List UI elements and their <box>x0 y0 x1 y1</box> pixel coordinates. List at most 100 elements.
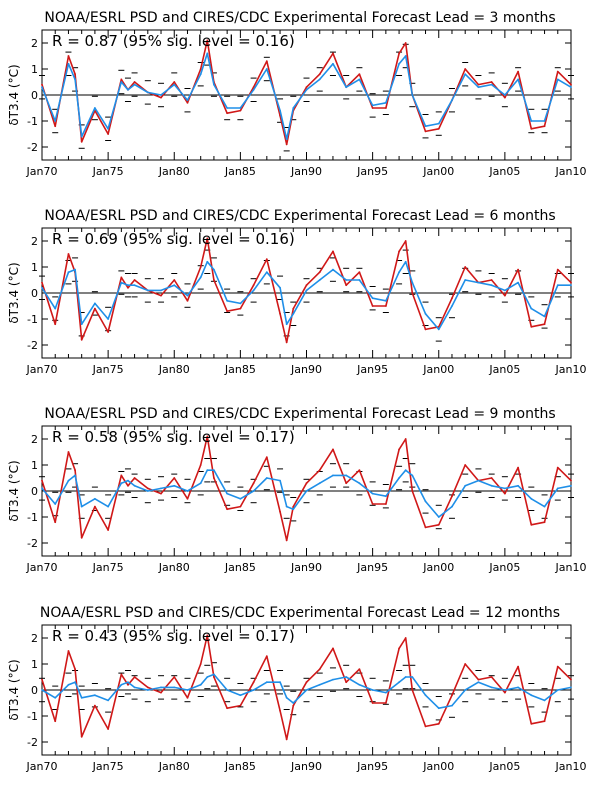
forecast-point <box>384 495 387 498</box>
observed-point <box>305 86 308 89</box>
forecast-point <box>120 683 123 686</box>
forecast-point <box>173 686 176 689</box>
forecast-point <box>54 120 57 122</box>
observed-point <box>398 52 400 55</box>
observed-point <box>199 266 202 268</box>
observed-point <box>345 482 348 485</box>
observed-point <box>199 663 202 665</box>
observed-point <box>384 107 387 109</box>
observed-point <box>133 279 136 281</box>
observed-point <box>265 655 268 658</box>
forecast-point <box>279 286 281 289</box>
observed-point <box>490 676 493 678</box>
forecast-point <box>94 497 96 500</box>
observed-point <box>206 435 209 438</box>
x-tick-label: Jan95 <box>356 760 388 773</box>
forecast-point <box>133 484 136 487</box>
observed-point <box>371 305 374 307</box>
forecast-point <box>226 689 229 691</box>
observed-point <box>186 299 189 302</box>
forecast-point <box>285 505 288 508</box>
x-tick-label: Jan95 <box>356 363 388 376</box>
forecast-point <box>173 83 176 86</box>
forecast-point <box>186 490 189 492</box>
x-tick-label: Jan80 <box>158 165 190 178</box>
forecast-point <box>80 696 83 699</box>
observed-point <box>318 271 321 274</box>
observed-point <box>54 323 57 326</box>
x-tick-label: Jan05 <box>488 561 520 574</box>
observed-point <box>384 702 387 704</box>
forecast-point <box>67 271 70 274</box>
observed-point <box>199 464 202 466</box>
x-tick-label: Jan90 <box>290 760 322 773</box>
observed-point <box>226 707 229 710</box>
x-tick-label: Jan80 <box>158 561 190 574</box>
forecast-point <box>127 88 129 91</box>
forecast-point <box>411 474 414 477</box>
forecast-point <box>160 289 162 292</box>
forecast-point <box>107 318 110 320</box>
forecast-point <box>239 107 242 109</box>
y-tick-label: -1 <box>27 115 38 128</box>
y-tick-label: 0 <box>31 684 38 697</box>
observed-point <box>424 526 427 529</box>
forecast-point <box>146 490 149 492</box>
observed-point <box>517 466 519 469</box>
observed-point <box>358 271 361 274</box>
y-tick-label: -2 <box>27 141 38 154</box>
observed-series-line <box>41 39 572 146</box>
observed-point <box>120 276 123 279</box>
observed-point <box>556 268 559 271</box>
observed-point <box>74 469 76 472</box>
forecast-point <box>133 686 136 689</box>
observed-point <box>345 284 348 287</box>
observed-point <box>80 735 83 738</box>
observed-point <box>517 268 519 271</box>
x-tick-label: Jan00 <box>422 363 454 376</box>
chart-title: NOAA/ESRL PSD and CIRES/CDC Experimental… <box>44 208 556 224</box>
forecast-point <box>173 284 176 287</box>
correlation-stat: R = 0.43 (95% sig. level = 0.17) <box>52 627 295 645</box>
forecast-point <box>54 696 57 699</box>
forecast-point <box>424 694 427 697</box>
observed-point <box>265 258 268 261</box>
forecast-point <box>371 689 374 691</box>
x-tick-label: Jan10 <box>555 760 587 773</box>
observed-point <box>437 127 440 130</box>
y-tick-label: 2 <box>31 433 38 446</box>
x-tick-label: Jan70 <box>26 165 58 178</box>
forecast-point <box>411 676 414 678</box>
forecast-point <box>570 686 572 689</box>
forecast-point <box>332 474 334 477</box>
forecast-point <box>186 689 189 691</box>
observed-point <box>371 107 374 109</box>
x-tick-label: Jan85 <box>224 760 256 773</box>
y-tick-label: 1 <box>31 658 38 671</box>
forecast-point <box>556 487 559 490</box>
observed-point <box>358 73 361 76</box>
forecast-point <box>285 138 288 141</box>
forecast-point <box>384 691 387 694</box>
observed-point <box>464 663 467 665</box>
forecast-point <box>503 289 506 292</box>
observed-series-line <box>41 237 572 344</box>
forecast-point <box>530 497 533 500</box>
observed-point <box>252 681 255 684</box>
observed-point <box>543 125 546 128</box>
forecast-point <box>332 268 334 271</box>
y-tick-label: -1 <box>27 710 38 723</box>
observed-point <box>424 328 427 331</box>
forecast-point <box>67 62 70 65</box>
forecast-point <box>41 689 43 691</box>
observed-point <box>173 477 176 479</box>
x-tick-label: Jan70 <box>26 760 58 773</box>
forecast-point <box>490 83 493 86</box>
x-tick-label: Jan10 <box>555 165 587 178</box>
y-tick-label: 0 <box>31 89 38 102</box>
forecast-point <box>318 683 321 686</box>
forecast-point <box>358 482 361 485</box>
x-tick-label: Jan95 <box>356 561 388 574</box>
forecast-point <box>424 312 427 315</box>
observed-point <box>186 497 189 500</box>
